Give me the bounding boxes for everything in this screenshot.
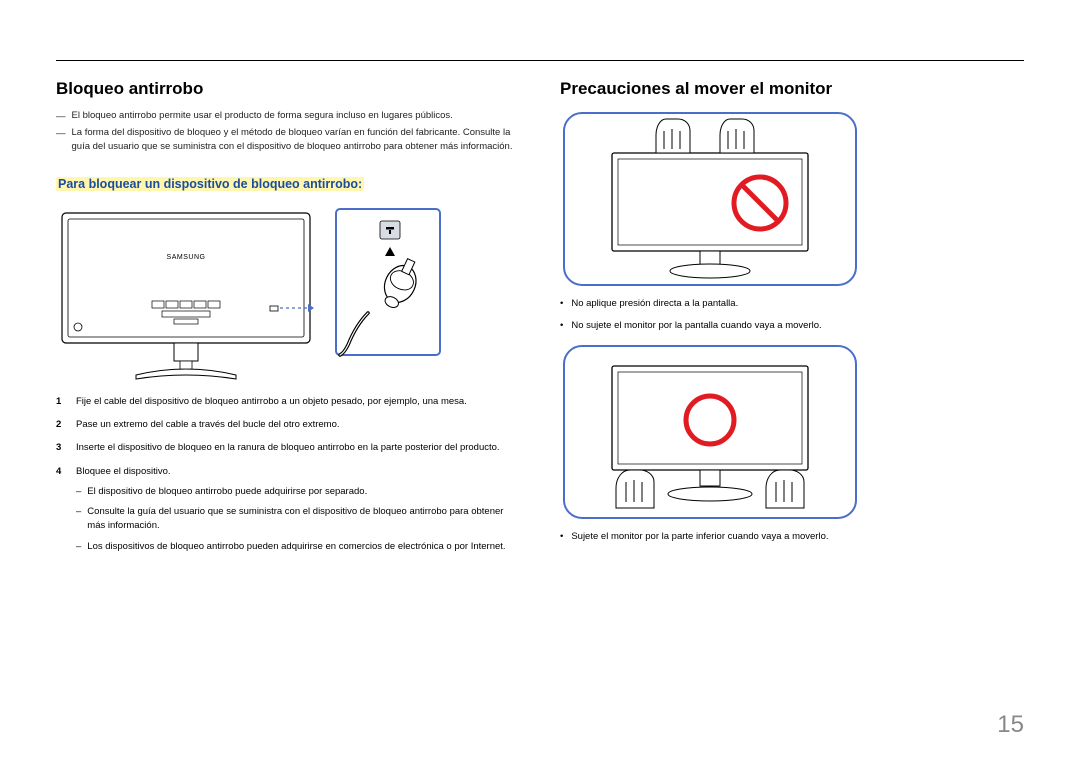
bullet-text: Sujete el monitor por la parte inferior …	[571, 530, 828, 544]
lock-closeup-diagram	[334, 207, 442, 357]
note-dash-icon: ―	[56, 109, 66, 123]
bullet-dot-icon: •	[560, 530, 563, 544]
step-item: 2 Pase un extremo del cable a través del …	[56, 418, 520, 432]
sub-note-item: ‒Consulte la guía del usuario que se sum…	[76, 505, 520, 534]
left-subheading: Para bloquear un dispositivo de bloqueo …	[56, 177, 364, 191]
step-text: Inserte el dispositivo de bloqueo en la …	[76, 441, 500, 455]
sub-note-item: ‒ El dispositivo de bloqueo antirrobo pue…	[76, 485, 520, 499]
note-row: ― La forma del dispositivo de bloqueo y …	[56, 126, 520, 154]
step-text: Pase un extremo del cable a través del b…	[76, 418, 340, 432]
bullet-dot-icon: •	[560, 297, 563, 311]
step-number: 4	[56, 465, 66, 560]
step-number: 2	[56, 418, 66, 432]
bullet-item: • No sujete el monitor por la pantalla cu…	[560, 319, 1024, 333]
bullet-dot-icon: •	[560, 319, 563, 333]
right-heading: Precauciones al mover el monitor	[560, 79, 1024, 99]
sub-note-text: El dispositivo de bloqueo antirrobo pued…	[87, 485, 367, 499]
diagram-row: SAMSUNG	[56, 207, 520, 383]
dash-icon: ‒	[76, 485, 81, 499]
top-rule	[56, 60, 1024, 61]
step-item: 3 Inserte el dispositivo de bloqueo en la…	[56, 441, 520, 455]
figure-correct-hold	[560, 342, 860, 522]
step-text: Fije el cable del dispositivo de bloqueo…	[76, 395, 467, 409]
bullets-2: • Sujete el monitor por la parte inferior…	[560, 530, 1024, 544]
page-number: 15	[997, 711, 1024, 739]
sub-note-text: Los dispositivos de bloqueo antirrobo pu…	[87, 540, 505, 554]
bullets-1: • No aplique presión directa a la pantall…	[560, 297, 1024, 334]
step-text: Bloquee el dispositivo.	[76, 466, 171, 477]
sub-note-item: ‒ Los dispositivos de bloqueo antirrobo p…	[76, 540, 520, 554]
note-text: El bloqueo antirrobo permite usar el pro…	[72, 109, 453, 123]
left-column: Bloqueo antirrobo ― El bloqueo antirrobo…	[56, 79, 520, 569]
dash-icon: ‒	[76, 540, 81, 554]
bullet-text: No sujete el monitor por la pantalla cua…	[571, 319, 821, 333]
right-column: Precauciones al mover el monitor	[560, 79, 1024, 569]
note-text: La forma del dispositivo de bloqueo y el…	[72, 126, 521, 154]
step-item: 1 Fije el cable del dispositivo de bloque…	[56, 395, 520, 409]
sub-note-text: Consulte la guía del usuario que se sumi…	[87, 505, 520, 534]
brand-text: SAMSUNG	[167, 254, 206, 261]
monitor-back-diagram: SAMSUNG	[56, 207, 316, 383]
bullet-item: • Sujete el monitor por la parte inferior…	[560, 530, 1024, 544]
bullet-item: • No aplique presión directa a la pantall…	[560, 297, 1024, 311]
left-heading: Bloqueo antirrobo	[56, 79, 520, 99]
step-item: 4 Bloquee el dispositivo. ‒ El dispositiv…	[56, 465, 520, 560]
note-row: ― El bloqueo antirrobo permite usar el p…	[56, 109, 520, 123]
sub-notes-list: ‒ El dispositivo de bloqueo antirrobo pue…	[76, 485, 520, 554]
bullet-text: No aplique presión directa a la pantalla…	[571, 297, 738, 311]
step-number: 3	[56, 441, 66, 455]
figure-prohibit-screen	[560, 109, 860, 289]
step-number: 1	[56, 395, 66, 409]
dash-icon: ‒	[76, 505, 81, 534]
note-dash-icon: ―	[56, 126, 66, 140]
steps-list: 1 Fije el cable del dispositivo de bloque…	[56, 395, 520, 560]
arrow-head-icon	[308, 304, 314, 312]
